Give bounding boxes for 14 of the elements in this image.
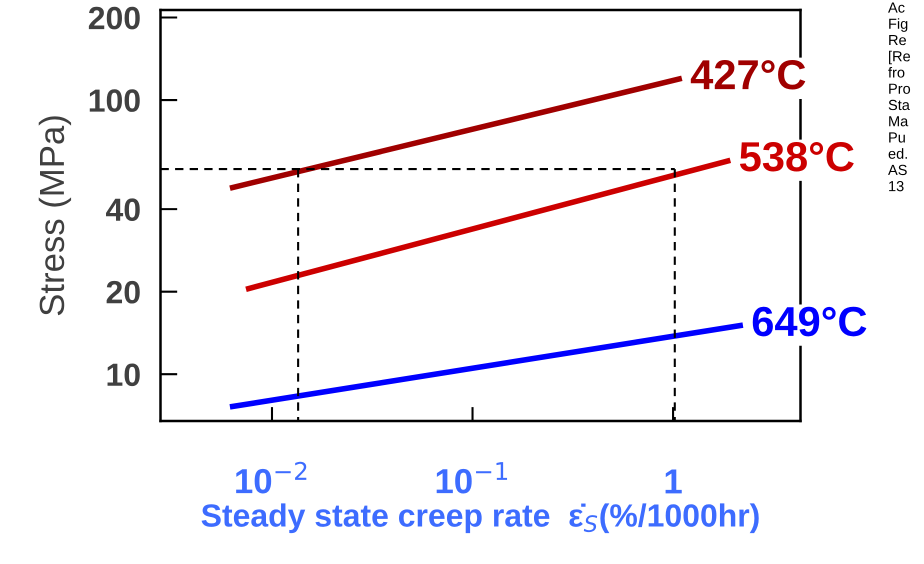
x-tick-label: 10$^{−2}$ [236,462,306,494]
y-tick-label: 40 [106,198,140,222]
y-tick-label: 200 [88,6,140,30]
y-tick-label: 20 [106,280,140,304]
text: Ac Fig Re [Re fro Pro Sta Ma Pu ed. AS 13 [888,2,910,192]
y-tick-label: 100 [90,89,140,112]
series-label: 538°C [740,142,854,172]
x-tick-label: 10$^{−1}$ [436,462,508,494]
y-tick-label: 10 [108,363,140,386]
x-tick-label: 1 [666,469,682,494]
series-label: 427°C [690,60,806,90]
x-axis-title: Steady state creep rate ε̇$_{S}$(%/1000hr) [202,503,759,534]
series-label: 649°C [752,306,866,336]
y-axis-title: Stress (MPa) [38,116,72,316]
